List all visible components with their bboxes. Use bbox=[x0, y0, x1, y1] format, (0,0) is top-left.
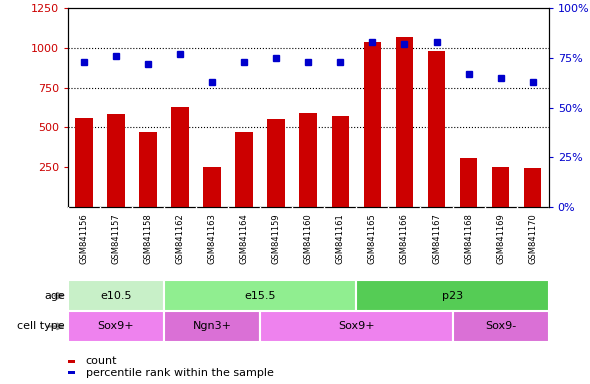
Text: GSM841170: GSM841170 bbox=[528, 213, 537, 264]
Text: GSM841164: GSM841164 bbox=[240, 213, 248, 264]
Text: GSM841166: GSM841166 bbox=[400, 213, 409, 264]
Bar bbox=[235, 132, 253, 207]
Bar bbox=[171, 107, 189, 207]
Text: GSM841161: GSM841161 bbox=[336, 213, 345, 264]
Text: age: age bbox=[44, 291, 65, 301]
Bar bbox=[260, 311, 453, 342]
Bar bbox=[107, 114, 124, 207]
Bar bbox=[204, 167, 221, 207]
Bar bbox=[68, 311, 164, 342]
Text: GSM841165: GSM841165 bbox=[368, 213, 377, 264]
Bar bbox=[396, 37, 413, 207]
Text: Sox9+: Sox9+ bbox=[338, 321, 375, 331]
Text: GSM841162: GSM841162 bbox=[176, 213, 185, 264]
Text: e10.5: e10.5 bbox=[100, 291, 132, 301]
Text: GSM841156: GSM841156 bbox=[80, 213, 88, 264]
Bar bbox=[453, 311, 549, 342]
Bar bbox=[356, 280, 549, 311]
Bar bbox=[363, 42, 381, 207]
Text: GSM841158: GSM841158 bbox=[143, 213, 152, 264]
Bar bbox=[332, 116, 349, 207]
Bar bbox=[139, 132, 157, 207]
Text: p23: p23 bbox=[442, 291, 463, 301]
Bar bbox=[68, 280, 164, 311]
Text: GSM841160: GSM841160 bbox=[304, 213, 313, 264]
Text: Sox9-: Sox9- bbox=[485, 321, 516, 331]
Text: GSM841157: GSM841157 bbox=[112, 213, 120, 264]
Text: Sox9+: Sox9+ bbox=[97, 321, 135, 331]
Text: GSM841167: GSM841167 bbox=[432, 213, 441, 264]
Text: Ngn3+: Ngn3+ bbox=[192, 321, 232, 331]
Text: GSM841159: GSM841159 bbox=[272, 213, 281, 264]
Bar bbox=[460, 158, 477, 207]
Text: count: count bbox=[86, 356, 117, 366]
Text: GSM841168: GSM841168 bbox=[464, 213, 473, 264]
Bar bbox=[164, 280, 356, 311]
Text: GSM841169: GSM841169 bbox=[496, 213, 505, 264]
Bar bbox=[300, 113, 317, 207]
Text: cell type: cell type bbox=[17, 321, 65, 331]
Bar bbox=[267, 119, 285, 207]
Bar bbox=[164, 311, 260, 342]
Text: GSM841163: GSM841163 bbox=[208, 213, 217, 264]
Text: e15.5: e15.5 bbox=[244, 291, 276, 301]
Bar bbox=[492, 167, 509, 207]
Bar bbox=[524, 168, 542, 207]
Text: percentile rank within the sample: percentile rank within the sample bbox=[86, 368, 273, 378]
Bar bbox=[75, 118, 93, 207]
Bar bbox=[428, 51, 445, 207]
